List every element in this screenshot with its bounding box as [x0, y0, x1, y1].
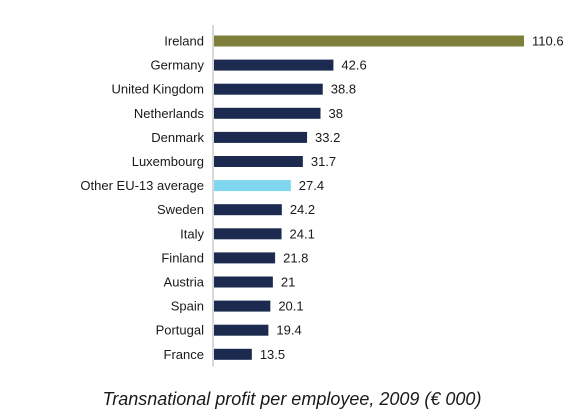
bar-value-label: 21 [281, 275, 295, 290]
bar-value-label: 27.4 [299, 178, 324, 193]
bar [214, 83, 323, 95]
category-label: Denmark [151, 130, 204, 145]
chart-caption: Transnational profit per employee, 2009 … [102, 389, 482, 409]
category-label: Sweden [157, 202, 204, 217]
bars [214, 35, 524, 360]
category-label: Ireland [164, 34, 204, 49]
bar [214, 35, 524, 47]
bar-value-label: 13.5 [260, 347, 285, 362]
bar-value-label: 42.6 [341, 58, 366, 73]
value-labels: 110.6 42.6 38.8 38 33.2 31.7 27.4 24.2 24.1 21.8 2… [260, 34, 564, 362]
bar-value-label: 33.2 [315, 130, 340, 145]
bar [214, 107, 321, 119]
bar [214, 348, 252, 360]
category-label: France [164, 347, 204, 362]
bar-value-label: 31.7 [311, 154, 336, 169]
bar-chart: Ireland Germany United Kingdom Netherlands D… [80, 24, 564, 367]
bar [214, 252, 276, 264]
bar [214, 180, 291, 192]
bar-value-label: 24.2 [290, 202, 315, 217]
bar [214, 131, 308, 143]
bar [214, 204, 282, 216]
category-label: Italy [180, 226, 204, 241]
bar-value-label: 24.1 [290, 226, 315, 241]
bar-value-label: 38 [329, 106, 343, 121]
category-labels: Ireland Germany United Kingdom Netherlands D… [80, 34, 204, 362]
bar-value-label: 38.8 [331, 82, 356, 97]
bar [214, 324, 269, 336]
bar [214, 300, 271, 312]
category-label: Other EU-13 average [80, 178, 204, 193]
bar-value-label: 20.1 [278, 299, 303, 314]
category-label: Finland [161, 250, 204, 265]
category-label: Portugal [156, 323, 205, 338]
bar-value-label: 21.8 [283, 250, 308, 265]
category-label: Austria [164, 275, 205, 290]
bar [214, 228, 282, 240]
category-label: Netherlands [134, 106, 205, 121]
bar [214, 276, 273, 288]
category-label: United Kingdom [112, 82, 205, 97]
bar-value-label: 19.4 [276, 323, 301, 338]
bar [214, 156, 303, 167]
category-label: Luxembourg [132, 154, 204, 169]
category-label: Spain [171, 299, 204, 314]
bar [214, 59, 334, 71]
bar-value-label: 110.6 [532, 34, 564, 49]
category-label: Germany [151, 58, 205, 73]
